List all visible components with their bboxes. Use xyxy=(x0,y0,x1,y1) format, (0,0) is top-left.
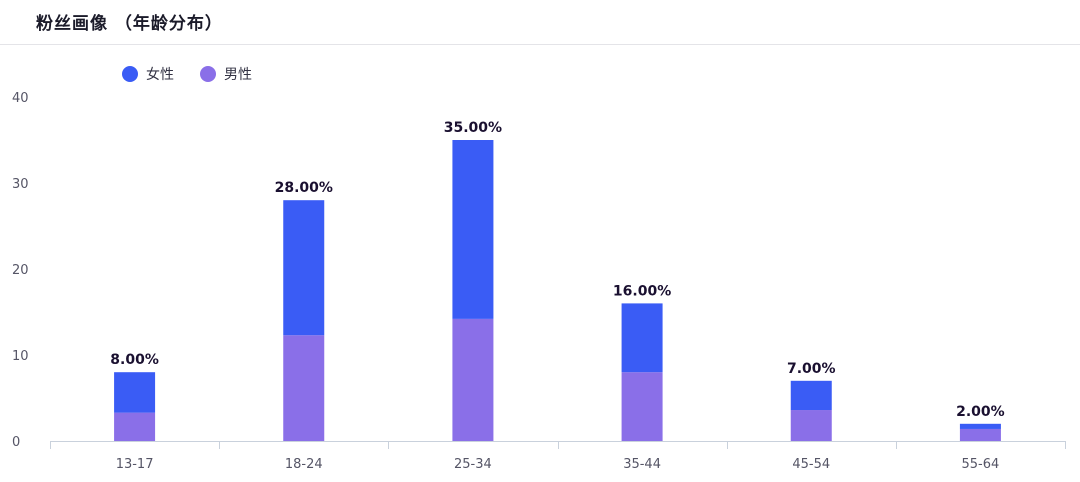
legend-swatch-female xyxy=(122,66,138,82)
data-label: 16.00% xyxy=(613,283,671,299)
y-tick-label: 0 xyxy=(12,435,20,450)
data-label: 7.00% xyxy=(787,361,836,377)
bar-male xyxy=(790,410,832,441)
chart-legend: 女性 男性 xyxy=(122,64,278,84)
x-tick-label: 55-64 xyxy=(962,457,1000,472)
bar-female xyxy=(959,423,1001,429)
x-tick-label: 18-24 xyxy=(285,457,323,472)
x-tick-label: 35-44 xyxy=(623,457,661,472)
data-label: 28.00% xyxy=(275,180,333,196)
y-tick-label: 20 xyxy=(12,263,29,278)
bar-male xyxy=(621,372,663,441)
data-label: 35.00% xyxy=(444,120,502,136)
bar-male xyxy=(452,318,494,441)
legend-item-male[interactable]: 男性 xyxy=(200,64,252,84)
bar-male xyxy=(959,428,1001,441)
bar-male xyxy=(283,335,325,441)
legend-swatch-male xyxy=(200,66,216,82)
x-tick-label: 45-54 xyxy=(792,457,830,472)
legend-item-female[interactable]: 女性 xyxy=(122,64,174,84)
y-tick-label: 30 xyxy=(12,177,29,192)
chart-header: 粉丝画像 （年龄分布） xyxy=(0,0,1080,45)
bar-female xyxy=(452,140,494,319)
legend-label-male: 男性 xyxy=(224,67,252,83)
x-tick-label: 13-17 xyxy=(116,457,154,472)
y-tick-label: 10 xyxy=(12,349,29,364)
legend-label-female: 女性 xyxy=(146,67,174,83)
bar-female xyxy=(790,380,832,411)
y-tick-label: 40 xyxy=(12,91,29,106)
bar-female xyxy=(621,303,663,373)
bar-female xyxy=(114,372,156,413)
bar-male xyxy=(114,412,156,441)
x-tick-label: 25-34 xyxy=(454,457,492,472)
chart-title: 粉丝画像 （年龄分布） xyxy=(36,14,223,34)
data-label: 2.00% xyxy=(956,404,1005,420)
data-label: 8.00% xyxy=(110,352,159,368)
bar-female xyxy=(283,200,325,336)
